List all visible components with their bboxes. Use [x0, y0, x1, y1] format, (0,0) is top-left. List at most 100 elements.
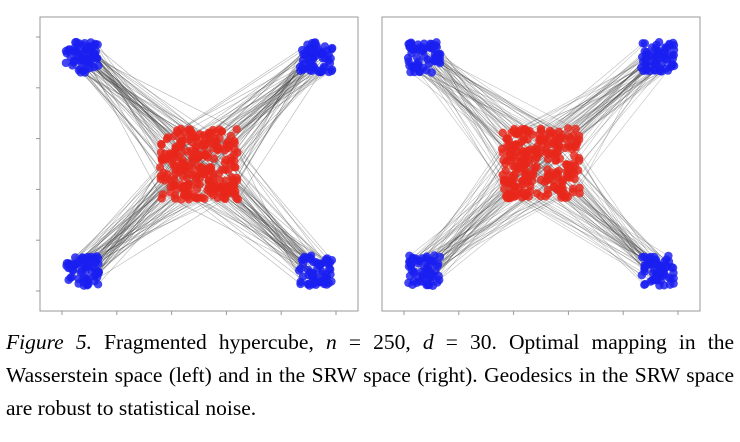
source-point [541, 130, 551, 139]
source-point [571, 124, 580, 134]
mapping-line [510, 51, 647, 161]
mapping-line [208, 70, 301, 134]
source-point [204, 176, 214, 185]
source-point [215, 176, 225, 185]
target-point [69, 58, 78, 67]
source-point [201, 151, 210, 161]
mapping-line [514, 196, 665, 275]
caption-var-n: n [325, 330, 337, 354]
mapping-line [509, 62, 647, 155]
target-point [651, 276, 661, 285]
source-point [499, 177, 509, 187]
target-point [666, 274, 675, 283]
figure-caption: Figure 5. Fragmented hypercube, n = 250,… [6, 326, 734, 425]
mapping-line [429, 197, 508, 261]
source-point [231, 163, 240, 172]
source-point [224, 189, 233, 198]
source-point [184, 180, 193, 190]
target-point [327, 66, 336, 76]
mapping-line [94, 158, 165, 282]
mapping-line [550, 54, 647, 133]
source-point [171, 144, 180, 153]
figure-label: Figure 5. [6, 330, 92, 354]
mapping-line [226, 144, 328, 259]
target-point [407, 258, 416, 268]
target-point [74, 65, 84, 75]
target-point [637, 271, 646, 280]
source-point [230, 138, 239, 148]
source-point [527, 151, 536, 160]
target-point [665, 280, 675, 289]
panel-wasserstein [36, 16, 359, 315]
source-point [498, 148, 507, 157]
target-point [306, 59, 316, 68]
mapping-line [567, 70, 661, 178]
mapping-line [574, 146, 651, 282]
target-point [420, 263, 429, 272]
mapping-line [523, 191, 660, 276]
source-point [177, 137, 186, 146]
mapping-line [89, 46, 177, 149]
source-point [510, 182, 520, 192]
target-point [91, 258, 100, 267]
target-point [662, 55, 672, 64]
mapping-line [426, 187, 561, 275]
target-point [93, 40, 102, 49]
mapping-line [435, 45, 505, 183]
mapping-line [521, 141, 655, 264]
source-point [564, 172, 573, 182]
target-point [61, 58, 71, 68]
caption-text-3: = 30. Optimal mapping in the Wasserstein… [6, 330, 734, 420]
source-point [536, 136, 545, 145]
target-point [67, 272, 76, 282]
target-point [298, 45, 307, 55]
mapping-line [532, 70, 650, 135]
mapping-line [422, 67, 574, 136]
mapping-line [521, 197, 659, 266]
mapping-line [83, 70, 164, 173]
target-point [431, 41, 441, 50]
source-point [561, 190, 570, 199]
mapping-line [422, 174, 515, 259]
mapping-line [511, 54, 656, 133]
target-point [322, 272, 331, 282]
source-point [171, 165, 180, 174]
mapping-line [87, 58, 170, 156]
mapping-line [94, 199, 182, 277]
mapping-line [74, 47, 237, 130]
mapping-line [421, 51, 507, 197]
mapping-line [525, 195, 643, 258]
mapping-line [232, 68, 305, 193]
target-point [410, 67, 419, 77]
target-point [427, 68, 436, 77]
mapping-line [419, 47, 516, 188]
source-point [552, 155, 561, 165]
mapping-line [97, 198, 176, 285]
mapping-line [94, 53, 185, 189]
mapping-line [233, 58, 312, 188]
source-point [217, 165, 227, 174]
mapping-line [177, 42, 315, 133]
mapping-line [427, 59, 572, 140]
points [403, 38, 679, 290]
mapping-line [199, 67, 311, 179]
target-point [428, 281, 438, 290]
source-point [174, 152, 183, 162]
source-point [570, 174, 579, 184]
source-point [208, 190, 218, 200]
target-point [667, 61, 677, 70]
target-point [645, 51, 655, 61]
mapping-line [521, 59, 668, 185]
mapping-line [90, 57, 161, 180]
mapping-line [233, 140, 331, 270]
target-point [303, 279, 312, 289]
mapping-line [86, 49, 195, 138]
mapping-line [409, 180, 505, 257]
source-point [160, 155, 169, 164]
panel-srw [381, 16, 701, 315]
mapping-line [88, 198, 226, 285]
target-point [640, 39, 649, 48]
target-point [296, 277, 305, 287]
mapping-line [70, 57, 169, 179]
source-point [183, 147, 192, 156]
